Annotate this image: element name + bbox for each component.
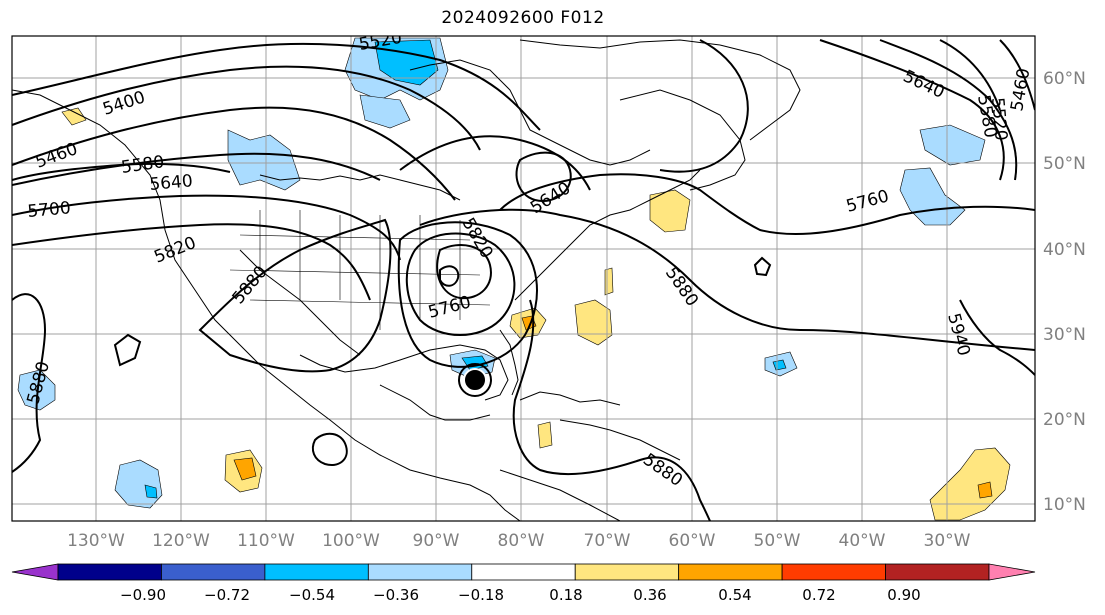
colorbar-tick-label: −0.18 — [458, 586, 504, 604]
lat-label: 40°N — [1043, 240, 1086, 260]
shaded-anomaly-regions — [17, 37, 1011, 521]
lat-label: 50°N — [1043, 154, 1086, 174]
colorbar-segment — [471, 563, 576, 581]
colorbar-tick-label: −0.54 — [289, 586, 335, 604]
contour-label: 5520 — [987, 97, 1011, 142]
lat-label: 10°N — [1043, 495, 1086, 515]
colorbar-tick-label: 0.54 — [718, 586, 751, 604]
lon-label: 130°W — [67, 531, 125, 551]
colorbar-segment — [264, 563, 369, 581]
longitude-labels: 130°W 120°W 110°W 100°W 90°W 80°W 70°W 6… — [67, 531, 971, 551]
colorbar-tick-label: −0.90 — [120, 586, 166, 604]
colorbar-tick-label: −0.72 — [204, 586, 250, 604]
colorbar-tick-label: 0.90 — [887, 586, 920, 604]
map-panel — [11, 35, 1036, 522]
colorbar-tick-label: 0.72 — [802, 586, 835, 604]
storm-center-marker — [463, 368, 487, 392]
contour-label: 5700 — [27, 198, 72, 222]
lon-label: 70°W — [584, 531, 631, 551]
contour-label: 5640 — [149, 171, 194, 195]
lon-label: 50°W — [754, 531, 801, 551]
colorbar-tick-label: 0.18 — [549, 586, 582, 604]
colorbar-extend-high — [988, 563, 1036, 581]
height-contours — [12, 39, 1035, 521]
colorbar-tick-labels: −0.90 −0.72 −0.54 −0.36 −0.18 0.18 0.36 … — [120, 586, 921, 604]
colorbar-tick-label: −0.36 — [373, 586, 419, 604]
colorbar-segment — [781, 563, 886, 581]
lon-label: 30°W — [924, 531, 971, 551]
colorbar-segment — [161, 563, 266, 581]
lon-label: 60°W — [669, 531, 716, 551]
colorbar-segment — [678, 563, 783, 581]
map-title: 2024092600 F012 — [441, 8, 605, 28]
colorbar-segment — [574, 563, 680, 581]
storm-ring — [458, 363, 492, 397]
colorbar-segment — [367, 563, 473, 581]
colorbar-extend-low — [11, 563, 59, 581]
colorbar-segment — [57, 563, 162, 581]
lon-label: 120°W — [152, 531, 210, 551]
lat-label: 30°N — [1043, 325, 1086, 345]
lon-label: 90°W — [413, 531, 460, 551]
colorbar-segment — [885, 563, 990, 581]
lon-label: 80°W — [498, 531, 545, 551]
lon-label: 40°W — [839, 531, 886, 551]
lat-label: 60°N — [1043, 69, 1086, 89]
colorbar-tick-label: 0.36 — [633, 586, 666, 604]
lon-label: 100°W — [322, 531, 380, 551]
colorbar — [11, 563, 1036, 581]
latitude-labels: 60°N 50°N 40°N 30°N 20°N 10°N — [1043, 69, 1086, 515]
lon-label: 110°W — [237, 531, 295, 551]
lat-label: 20°N — [1043, 410, 1086, 430]
